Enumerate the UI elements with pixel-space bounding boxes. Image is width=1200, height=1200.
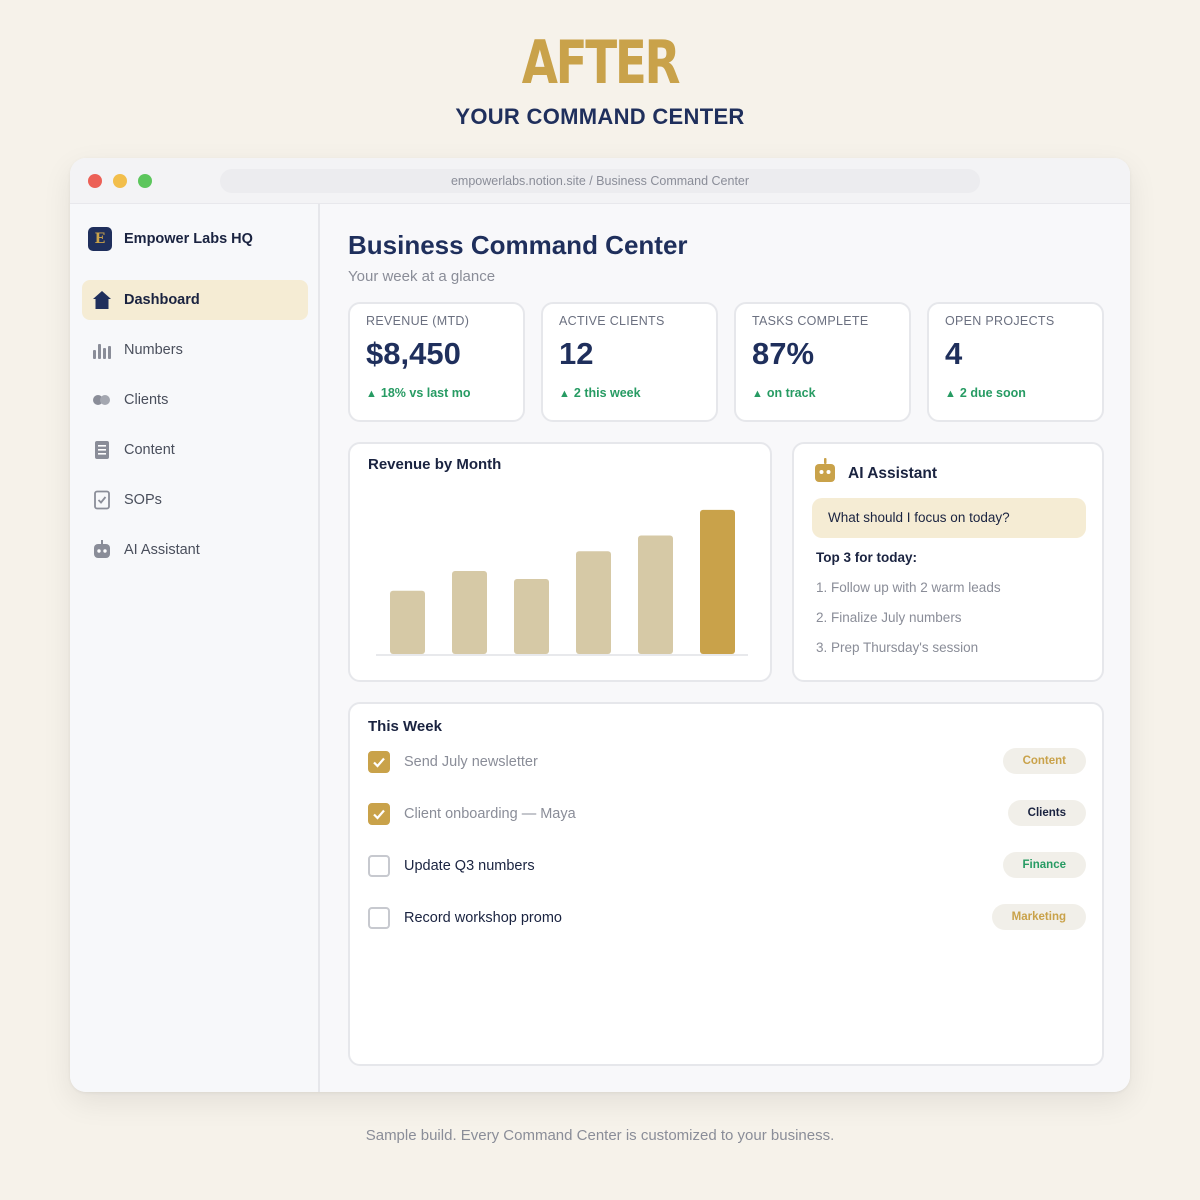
task-tag[interactable]: Marketing bbox=[991, 904, 1086, 930]
task-row: Update Q3 numbers Finance bbox=[368, 852, 1086, 880]
close-window-button[interactable] bbox=[88, 174, 102, 188]
minimize-window-button[interactable] bbox=[113, 174, 127, 188]
kpi-delta: ▲ 18% vs last mo bbox=[366, 386, 471, 400]
task-checkbox[interactable] bbox=[368, 907, 390, 929]
check-icon bbox=[373, 757, 385, 768]
chart-title: Revenue by Month bbox=[368, 456, 502, 473]
sidebar-item-dashboard[interactable]: Dashboard bbox=[82, 280, 308, 320]
task-tag[interactable]: Finance bbox=[1002, 852, 1086, 878]
kpi-value: 4 bbox=[945, 336, 963, 371]
sidebar-item-content[interactable]: Content bbox=[82, 430, 308, 470]
sidebar-item-numbers[interactable]: Numbers bbox=[82, 330, 308, 370]
sidebar-item-label: Clients bbox=[124, 392, 169, 408]
kpi-delta-text: on track bbox=[766, 386, 816, 400]
kpi-card-revenue[interactable]: REVENUE (MTD) $8,450 ▲ 18% vs last mo bbox=[348, 302, 525, 422]
revenue-bar-chart bbox=[376, 509, 748, 656]
chart-bar[interactable] bbox=[452, 571, 487, 654]
chart-bar[interactable] bbox=[576, 551, 611, 654]
kpi-delta-text: 2 due soon bbox=[959, 386, 1026, 400]
task-text[interactable]: Send July newsletter bbox=[404, 754, 538, 770]
trend-up-icon: ▲ bbox=[366, 388, 377, 400]
chart-bar[interactable] bbox=[514, 578, 549, 654]
bar-chart-icon bbox=[92, 340, 112, 360]
browser-titlebar: empowerlabs.notion.site / Business Comma… bbox=[70, 158, 1130, 204]
kpi-delta: ▲ 2 this week bbox=[559, 386, 641, 400]
ai-response-list: 1. Follow up with 2 warm leads 2. Finali… bbox=[816, 578, 1001, 668]
kpi-card-projects[interactable]: OPEN PROJECTS 4 ▲ 2 due soon bbox=[927, 302, 1104, 422]
main-content: Business Command Center Your week at a g… bbox=[322, 204, 1130, 1092]
this-week-title: This Week bbox=[368, 718, 442, 735]
task-checkbox[interactable] bbox=[368, 803, 390, 825]
this-week-card: This Week Send July newsletter Content C… bbox=[348, 702, 1104, 1066]
list-item: 1. Follow up with 2 warm leads bbox=[816, 580, 1001, 595]
sidebar: E Empower Labs HQ Dashboard bbox=[70, 204, 320, 1092]
kpi-delta-text: 2 this week bbox=[573, 386, 641, 400]
sidebar-item-ai-assistant[interactable]: AI Assistant bbox=[82, 530, 308, 570]
task-row: Client onboarding — Maya Clients bbox=[368, 800, 1086, 828]
robot-icon bbox=[814, 458, 836, 489]
sidebar-nav: Dashboard Numbers bbox=[82, 280, 308, 580]
kpi-label: OPEN PROJECTS bbox=[945, 314, 1055, 328]
ai-response-heading: Top 3 for today: bbox=[816, 550, 917, 565]
ai-assistant-card: AI Assistant What should I focus on toda… bbox=[792, 442, 1104, 682]
maximize-window-button[interactable] bbox=[138, 174, 152, 188]
task-row: Send July newsletter Content bbox=[368, 748, 1086, 776]
task-text[interactable]: Record workshop promo bbox=[404, 910, 562, 926]
workspace-logo: E bbox=[88, 227, 112, 251]
task-text[interactable]: Client onboarding — Maya bbox=[404, 806, 576, 822]
browser-window: empowerlabs.notion.site / Business Comma… bbox=[70, 158, 1130, 1092]
hero-title: AFTER bbox=[521, 28, 681, 98]
task-row: Record workshop promo Marketing bbox=[368, 904, 1086, 932]
task-tag[interactable]: Clients bbox=[1007, 800, 1086, 826]
workspace-name: Empower Labs HQ bbox=[124, 231, 253, 247]
people-icon bbox=[92, 390, 112, 410]
document-icon bbox=[92, 440, 112, 460]
ai-card-header: AI Assistant bbox=[814, 458, 937, 489]
task-checkbox[interactable] bbox=[368, 855, 390, 877]
chart-bar[interactable] bbox=[700, 509, 735, 654]
hero-subtitle: YOUR COMMAND CENTER bbox=[455, 104, 745, 129]
list-item: 3. Prep Thursday's session bbox=[816, 640, 979, 655]
sidebar-item-label: Content bbox=[124, 442, 175, 458]
ai-prompt-bubble[interactable]: What should I focus on today? bbox=[812, 498, 1086, 538]
ai-card-title: AI Assistant bbox=[848, 464, 938, 482]
footer-note: Sample build. Every Command Center is cu… bbox=[365, 1127, 835, 1144]
workspace-brand[interactable]: E Empower Labs HQ bbox=[88, 226, 253, 252]
sidebar-item-label: Dashboard bbox=[124, 292, 200, 308]
list-item: 2. Finalize July numbers bbox=[816, 610, 962, 625]
trend-up-icon: ▲ bbox=[945, 388, 956, 400]
kpi-delta-text: 18% vs last mo bbox=[380, 386, 471, 400]
kpi-delta: ▲ 2 due soon bbox=[945, 386, 1026, 400]
robot-icon bbox=[92, 540, 112, 560]
checklist-icon bbox=[92, 490, 112, 510]
sidebar-item-label: Numbers bbox=[124, 342, 183, 358]
sidebar-item-label: SOPs bbox=[124, 492, 162, 508]
page-subtitle: Your week at a glance bbox=[348, 268, 496, 285]
kpi-card-tasks[interactable]: TASKS COMPLETE 87% ▲ on track bbox=[734, 302, 911, 422]
sidebar-item-clients[interactable]: Clients bbox=[82, 380, 308, 420]
kpi-label: TASKS COMPLETE bbox=[752, 314, 869, 328]
task-text[interactable]: Update Q3 numbers bbox=[404, 858, 535, 874]
chart-bar[interactable] bbox=[638, 535, 673, 655]
sidebar-item-label: AI Assistant bbox=[124, 542, 200, 558]
trend-up-icon: ▲ bbox=[752, 388, 763, 400]
chart-bar[interactable] bbox=[390, 590, 425, 654]
kpi-value: 12 bbox=[559, 336, 594, 371]
kpi-value: $8,450 bbox=[366, 336, 461, 371]
kpi-value: 87% bbox=[752, 336, 815, 371]
revenue-chart-card: Revenue by Month bbox=[348, 442, 772, 682]
kpi-label: REVENUE (MTD) bbox=[366, 314, 470, 328]
kpi-card-clients[interactable]: ACTIVE CLIENTS 12 ▲ 2 this week bbox=[541, 302, 718, 422]
page-title: Business Command Center bbox=[348, 230, 688, 260]
sidebar-item-sops[interactable]: SOPs bbox=[82, 480, 308, 520]
task-tag[interactable]: Content bbox=[1002, 748, 1086, 774]
trend-up-icon: ▲ bbox=[559, 388, 570, 400]
kpi-label: ACTIVE CLIENTS bbox=[559, 314, 665, 328]
address-bar[interactable]: empowerlabs.notion.site / Business Comma… bbox=[220, 169, 980, 193]
home-icon bbox=[92, 290, 112, 310]
kpi-delta: ▲ on track bbox=[752, 386, 816, 400]
task-checkbox[interactable] bbox=[368, 751, 390, 773]
check-icon bbox=[373, 809, 385, 820]
